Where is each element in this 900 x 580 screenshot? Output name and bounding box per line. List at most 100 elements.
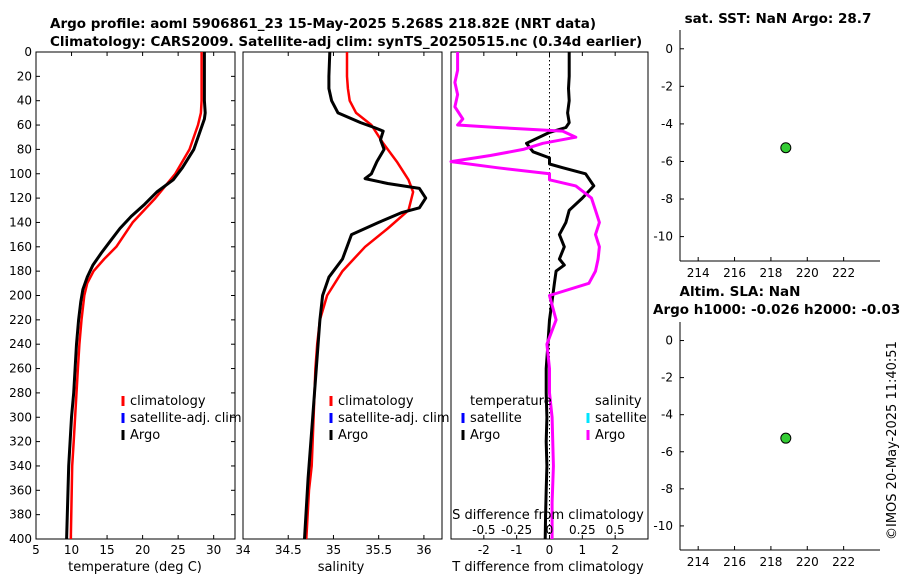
figure-title-line2: Climatology: CARS2009. Satellite-adj cli…	[50, 34, 642, 50]
map-y-tick-label: -6	[661, 154, 673, 168]
legend-label: climatology	[130, 394, 206, 409]
x-tick-label: 15	[99, 543, 114, 557]
map-x-tick-label: 218	[759, 266, 782, 280]
x-tick-label: -2	[478, 543, 490, 557]
y-tick-label: 160	[9, 240, 32, 254]
map-y-tick-label: -10	[653, 519, 673, 533]
map-y-tick-label: 0	[665, 42, 673, 56]
sst-map-panel: 0 -2 -4 -6 -8 -10 214 216 218 220 222	[653, 30, 880, 280]
x-tick-label: 36	[416, 543, 431, 557]
map-x-tick-label: 220	[796, 266, 819, 280]
map-x-tick-label: 218	[759, 555, 782, 569]
x-tick-label: 0	[546, 543, 554, 557]
legend-label: climatology	[338, 394, 414, 409]
plot-area	[242, 51, 443, 540]
x-tick-label: 2	[611, 543, 619, 557]
y-tick-label: 340	[9, 459, 32, 473]
map-y-tick-label: -2	[661, 79, 673, 93]
legend-label: Argo	[595, 428, 625, 443]
map-y-tick-label: 0	[665, 334, 673, 348]
legend-label: Argo	[130, 428, 160, 443]
map-y-tick-label: -6	[661, 445, 673, 459]
x-tick-label: -1	[511, 543, 523, 557]
map-x-tick-label: 214	[687, 555, 710, 569]
difference-xlabel: T difference from climatology	[451, 560, 644, 575]
plot-area	[35, 51, 236, 540]
temperature-xlabel: temperature (deg C)	[68, 560, 202, 575]
y-tick-label: 40	[17, 94, 32, 108]
salinity-xlabel: salinity	[318, 560, 365, 575]
y-tick-label: 220	[9, 313, 32, 327]
difference-panel: -2 -1 0 1 2 -0.5 -0.25 0 0.25 0.5 temperature salin…	[449, 51, 649, 557]
legend-label: satellite-adj. clim	[338, 411, 450, 426]
x2-tick-label: -0.5	[472, 523, 495, 537]
x-tick-label: 35.5	[365, 543, 392, 557]
imos-credit: ©IMOS 20-May-2025 11:40:51	[885, 341, 900, 540]
series-argo	[65, 52, 207, 540]
x-tick-label: 10	[64, 543, 79, 557]
x-tick-label: 20	[135, 543, 150, 557]
map-y-tick-label: -8	[661, 192, 673, 206]
y-tick-label: 200	[9, 289, 32, 303]
map-x-tick-label: 222	[832, 555, 855, 569]
x-tick-label: 25	[171, 543, 186, 557]
y-tick-label: 400	[9, 532, 32, 546]
temperature-panel: 0 20 40 60 80 100 120 140 160 180 200 220 240 260 280 3…	[9, 45, 242, 557]
map-x-tick-label: 222	[832, 266, 855, 280]
legend-label: satellite	[595, 411, 647, 426]
legend-label: Argo	[470, 428, 500, 443]
x-tick-label: 5	[32, 543, 40, 557]
y-tick-label: 80	[17, 142, 32, 156]
y-tick-label: 300	[9, 410, 32, 424]
y-tick-label: 120	[9, 191, 32, 205]
y-tick-label: 180	[9, 264, 32, 278]
series-salinity-argo	[449, 52, 601, 539]
series-temperature-argo	[525, 52, 596, 540]
map-y-tick-label: -2	[661, 371, 673, 385]
x2-tick-label: 0	[546, 523, 554, 537]
map-y-tick-label: -10	[653, 230, 673, 244]
map-y-tick-label: -4	[661, 117, 673, 131]
x-tick-label: 34.5	[275, 543, 302, 557]
sla-map-title-line2: Argo h1000: -0.026 h2000: -0.031	[653, 302, 900, 318]
y-tick-label: 360	[9, 483, 32, 497]
salinity-panel: 34 34.5 35 35.5 36 climatology satellite-adj. …	[235, 51, 450, 557]
y-tick-label: 260	[9, 362, 32, 376]
map-x-tick-label: 220	[796, 555, 819, 569]
x2-tick-label: -0.25	[501, 523, 532, 537]
legend-label: Argo	[338, 428, 368, 443]
legend-title-temperature: temperature	[470, 394, 552, 409]
y-tick-label: 140	[9, 215, 32, 229]
sla-map-panel: 0 -2 -4 -6 -8 -10 214 216 218 220 222	[653, 322, 880, 569]
series-argo	[303, 51, 428, 540]
x-tick-label: 34	[235, 543, 250, 557]
map-x-tick-label: 214	[687, 266, 710, 280]
map-y-tick-label: -8	[661, 482, 673, 496]
y-tick-label: 60	[17, 118, 32, 132]
argo-position-marker	[780, 142, 792, 154]
figure-title-line1: Argo profile: aoml 5906861_23 15-May-202…	[50, 16, 596, 32]
sst-map-title: sat. SST: NaN Argo: 28.7	[685, 11, 872, 27]
y-tick-label: 280	[9, 386, 32, 400]
x-tick-label: 30	[206, 543, 221, 557]
y-tick-label: 380	[9, 508, 32, 522]
map-x-tick-label: 216	[723, 555, 746, 569]
y-tick-label: 0	[24, 45, 32, 59]
y-tick-label: 20	[17, 69, 32, 83]
y-tick-label: 100	[9, 167, 32, 181]
x2-tick-label: 0.5	[606, 523, 625, 537]
x2-tick-label: 0.25	[569, 523, 596, 537]
series-climatology	[69, 52, 203, 540]
map-y-tick-label: -4	[661, 408, 673, 422]
x-tick-label: 1	[579, 543, 587, 557]
x-tick-label: 35	[326, 543, 341, 557]
sla-map-title-line1: Altim. SLA: NaN	[680, 284, 801, 300]
legend-label: satellite-adj. clim	[130, 411, 242, 426]
legend-label: satellite	[470, 411, 522, 426]
legend-title-salinity: salinity	[595, 394, 642, 409]
argo-position-marker	[780, 432, 792, 444]
y-tick-label: 320	[9, 435, 32, 449]
y-tick-label: 240	[9, 337, 32, 351]
map-x-tick-label: 216	[723, 266, 746, 280]
